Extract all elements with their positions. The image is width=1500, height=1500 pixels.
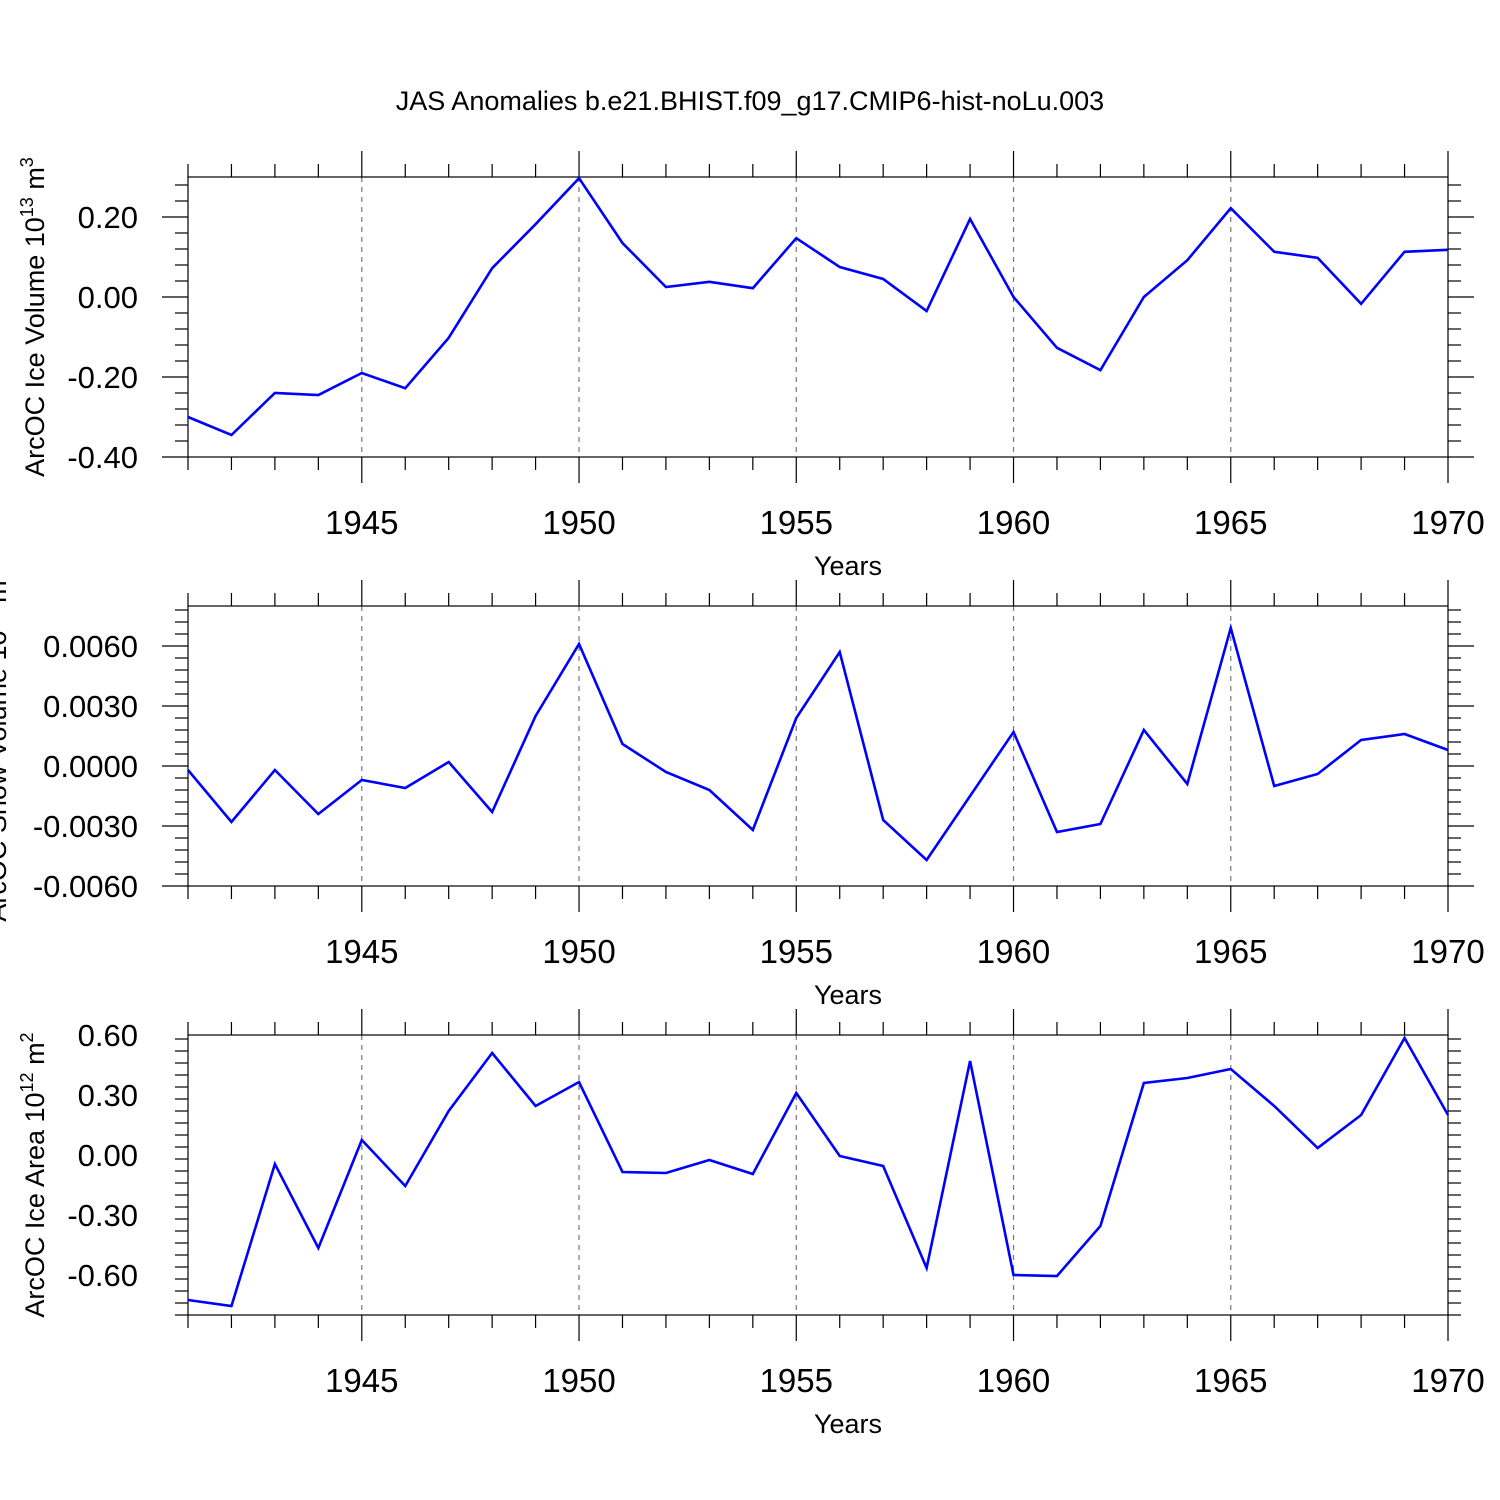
x-tick-label: 1950 [542,504,615,541]
plot-frame [187,605,1449,887]
x-tick-label: 1950 [542,933,615,970]
series-line [187,176,1449,437]
plot-panel-1: -0.40 -0.20 0.00 0.20 1945 1950 1955 1960 1965 19… [17,151,1485,581]
y-tick-label: 0.60 [78,1018,138,1053]
x-tick-label: 1955 [760,504,833,541]
y-axis-label-part: ArcOC Snow Volume 10 [0,630,12,921]
series-line [187,623,1449,862]
y-axis-label-part: m [20,1042,50,1072]
plot-frame [187,176,1449,458]
x-tick-label: 1970 [1411,933,1484,970]
x-tick-label: 1960 [977,504,1050,541]
x-tick-label: 1955 [760,1362,833,1399]
x-axis-label: Years [814,551,882,581]
x-tick-label: 1955 [760,933,833,970]
y-tick-label: 0.0060 [43,629,138,664]
y-tick-label: 0.00 [78,1138,138,1173]
x-tick-label: 1965 [1194,1362,1267,1399]
y-axis-label: ArcOC Snow Volume 1013 m3 [0,570,12,921]
y-tick-label: -0.20 [67,360,138,395]
y-tick-label: 0.20 [78,200,138,235]
x-tick-label: 1945 [325,1362,398,1399]
x-tick-label: 1965 [1194,504,1267,541]
y-tick-label: -0.60 [67,1258,138,1293]
x-axis-label: Years [814,1409,882,1439]
y-axis-label-part: ArcOC Ice Volume 10 [20,217,50,477]
y-axis-label-part: ArcOC Ice Area 10 [20,1092,50,1317]
plot-panel-2: -0.0060 -0.0030 0.0000 0.0030 0.0060 1945 1950… [0,570,1485,1010]
chart-title: JAS Anomalies b.e21.BHIST.f09_g17.CMIP6-… [396,86,1104,116]
x-tick-label: 1965 [1194,933,1267,970]
plot-panel-3: -0.60 -0.30 0.00 0.30 0.60 1945 1950 1955 1960 19… [17,1009,1485,1439]
x-tick-label: 1970 [1411,504,1484,541]
plots-container: -0.40 -0.20 0.00 0.20 1945 1950 1955 1960 1965 19… [0,151,1485,1439]
y-axis-label: ArcOC Ice Area 1012 m2 [17,1032,50,1317]
series-line [187,1035,1450,1308]
y-axis-label-part: m [0,580,12,610]
x-tick-label: 1970 [1411,1362,1484,1399]
y-axis-label: ArcOC Ice Volume 1013 m3 [17,157,50,477]
y-axis-label-superscript: 3 [17,157,37,167]
x-tick-label: 1950 [542,1362,615,1399]
y-tick-label: -0.0060 [33,869,138,904]
y-tick-label: 0.0030 [43,689,138,724]
x-axis-label: Years [814,980,882,1010]
y-tick-label: 0.0000 [43,749,138,784]
y-axis-label-superscript: 2 [17,1032,37,1042]
x-tick-label: 1960 [977,933,1050,970]
y-axis-label-superscript: 13 [17,197,37,217]
y-tick-label: -0.0030 [33,809,138,844]
y-axis-label-part: m [20,167,50,197]
y-axis-label-superscript: 12 [17,1072,37,1092]
y-tick-label: -0.40 [67,440,138,475]
x-tick-label: 1960 [977,1362,1050,1399]
x-tick-label: 1945 [325,933,398,970]
plot-frame [187,1034,1449,1316]
x-tick-label: 1945 [325,504,398,541]
y-tick-label: 0.00 [78,280,138,315]
y-tick-label: -0.30 [67,1198,138,1233]
y-tick-label: 0.30 [78,1078,138,1113]
